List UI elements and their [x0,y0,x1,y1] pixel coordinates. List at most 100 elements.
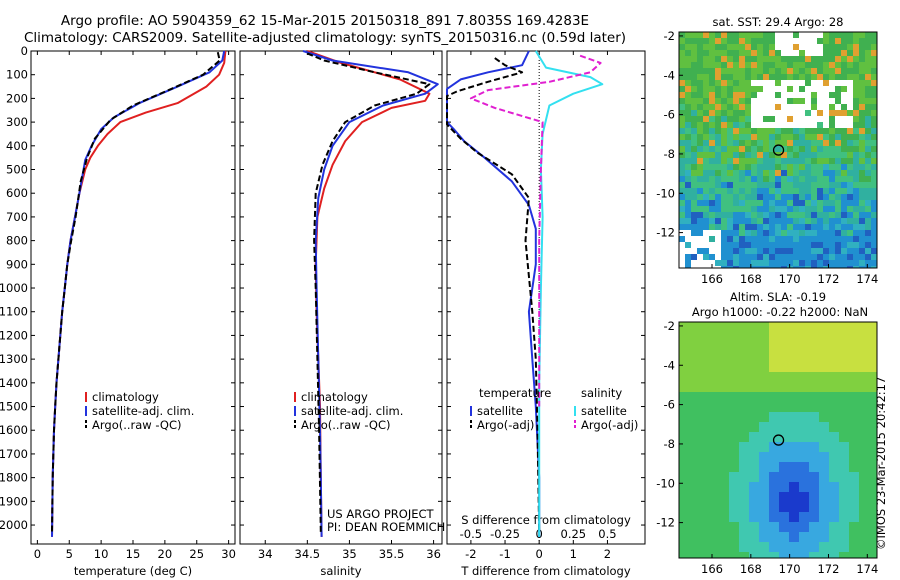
map-cell [789,372,799,382]
map-cell [685,74,691,80]
map-cell [709,92,715,98]
map-cell [679,158,685,164]
map-cell [763,200,769,206]
map-cell [709,104,715,110]
map-cell [759,352,769,362]
map-cell [847,74,853,80]
map-cell [817,170,823,176]
map-cell [811,32,817,38]
map-cell [727,110,733,116]
map-cell [749,522,759,532]
map-cell [789,522,799,532]
y-tick-label: -4 [664,68,675,82]
map-cell [769,92,775,98]
map-cell [793,56,799,62]
map-cell [769,164,775,170]
map-cell [715,218,721,224]
map-cell [745,122,751,128]
map-cell [859,522,869,532]
map-cell [751,104,757,110]
map-cell [721,188,727,194]
map-cell [769,122,775,128]
map-cell [781,236,787,242]
map-cell [751,32,757,38]
map-cell [841,68,847,74]
map-cell [721,260,727,266]
map-cell [745,176,751,182]
map-cell [697,230,703,236]
map-cell [679,170,685,176]
map-cell [691,68,697,74]
map-cell [699,352,709,362]
map-cell [757,140,763,146]
map-cell [769,128,775,134]
map-cell [769,392,779,402]
map-cell [745,44,751,50]
map-cell [829,92,835,98]
map-cell [733,32,739,38]
map-cell [769,170,775,176]
map-cell [769,362,779,372]
map-cell [709,382,719,392]
map-cell [793,62,799,68]
map-cell [709,170,715,176]
map-cell [763,188,769,194]
map-cell [779,452,789,462]
map-cell [871,224,877,230]
map-cell [859,248,865,254]
map-cell [793,92,799,98]
map-cell [779,422,789,432]
map-cell [691,152,697,158]
map-cell [739,230,745,236]
map-cell [739,332,749,342]
map-cell [859,38,865,44]
map-cell [787,128,793,134]
map-cell [727,80,733,86]
map-cell [729,382,739,392]
map-cell [739,134,745,140]
map-cell [729,522,739,532]
map-cell [757,68,763,74]
map-cell [691,122,697,128]
map-cell [697,158,703,164]
map-cell [763,116,769,122]
map-cell [839,412,849,422]
map-cell [679,372,689,382]
map-cell [853,104,859,110]
map-cell [823,158,829,164]
map-cell [781,230,787,236]
map-cell [769,322,779,332]
map-cell [829,158,835,164]
map-cell [799,248,805,254]
map-cell [775,128,781,134]
map-cell [733,266,739,268]
map-cell [829,442,839,452]
map-cell [739,502,749,512]
map-cell [697,152,703,158]
map-cell [829,98,835,104]
map-cell [871,62,877,68]
map-cell [835,170,841,176]
map-cell [865,44,871,50]
y-tick-label: -12 [656,226,675,240]
map-cell [719,342,729,352]
map-cell [779,522,789,532]
map-cell [745,188,751,194]
map-cell [805,206,811,212]
map-cell [869,452,877,462]
map-cell [859,254,865,260]
map-cell [859,412,869,422]
map-cell [859,140,865,146]
map-cell [685,146,691,152]
map-cell [847,158,853,164]
map-cell [775,206,781,212]
map-cell [793,68,799,74]
map-cell [775,110,781,116]
map-cell [805,188,811,194]
map-cell [817,68,823,74]
map-cell [685,260,691,266]
map-cell [809,372,819,382]
map-cell [709,492,719,502]
map-cell [823,146,829,152]
map-cell [823,224,829,230]
